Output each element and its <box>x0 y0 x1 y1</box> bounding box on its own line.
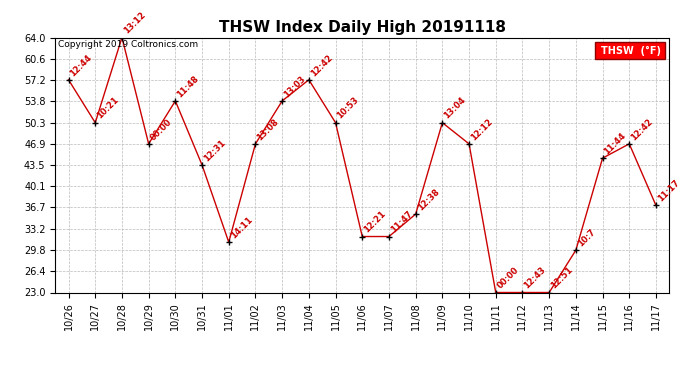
Text: 14:11: 14:11 <box>229 215 254 240</box>
Text: 13:03: 13:03 <box>282 74 307 99</box>
Text: 11:47: 11:47 <box>389 209 414 235</box>
Text: 12:38: 12:38 <box>415 187 441 212</box>
Text: 11:48: 11:48 <box>175 74 201 99</box>
Text: 10:7: 10:7 <box>576 227 597 248</box>
Title: THSW Index Daily High 20191118: THSW Index Daily High 20191118 <box>219 20 506 35</box>
Text: Copyright 2019 Coltronics.com: Copyright 2019 Coltronics.com <box>58 40 199 49</box>
Text: 12:42: 12:42 <box>309 53 334 78</box>
Legend: THSW  (°F): THSW (°F) <box>595 42 664 59</box>
Text: 10:21: 10:21 <box>95 96 121 121</box>
Text: 11:44: 11:44 <box>602 131 628 156</box>
Text: 12:51: 12:51 <box>549 265 575 291</box>
Text: 12:12: 12:12 <box>469 117 495 142</box>
Text: 12:21: 12:21 <box>362 209 388 235</box>
Text: 12:44: 12:44 <box>68 53 94 78</box>
Text: 13:08: 13:08 <box>255 117 281 142</box>
Text: 12:31: 12:31 <box>202 138 227 163</box>
Text: 00:00: 00:00 <box>495 266 521 291</box>
Text: 10:53: 10:53 <box>335 96 361 121</box>
Text: 00:00: 00:00 <box>148 117 174 142</box>
Text: 12:43: 12:43 <box>522 266 548 291</box>
Text: 12:42: 12:42 <box>629 117 655 142</box>
Text: 11:17: 11:17 <box>656 178 681 204</box>
Text: 13:04: 13:04 <box>442 96 468 121</box>
Text: 13:12: 13:12 <box>122 10 147 36</box>
